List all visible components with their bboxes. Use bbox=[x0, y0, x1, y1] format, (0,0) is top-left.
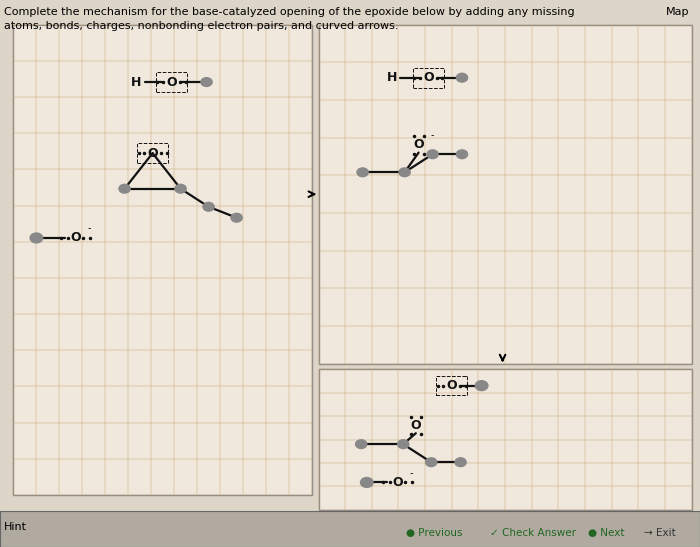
Bar bbox=[436, 376, 467, 395]
Text: O: O bbox=[147, 147, 158, 160]
Text: O: O bbox=[410, 419, 421, 432]
Bar bbox=[0, 511, 700, 547]
Circle shape bbox=[357, 168, 368, 177]
Text: ● Next: ● Next bbox=[588, 528, 624, 538]
Text: ● Previous: ● Previous bbox=[406, 528, 463, 538]
Text: Hint: Hint bbox=[4, 522, 27, 532]
Circle shape bbox=[399, 168, 410, 177]
Bar bbox=[318, 369, 692, 510]
Circle shape bbox=[456, 150, 468, 159]
Text: O: O bbox=[423, 71, 434, 84]
Bar bbox=[318, 25, 692, 364]
Circle shape bbox=[231, 213, 242, 222]
Text: -: - bbox=[410, 468, 413, 478]
Circle shape bbox=[427, 150, 438, 159]
Circle shape bbox=[456, 73, 468, 82]
Circle shape bbox=[360, 478, 373, 487]
Circle shape bbox=[201, 78, 212, 86]
Text: O: O bbox=[446, 379, 457, 392]
Circle shape bbox=[356, 440, 367, 449]
Text: O: O bbox=[392, 476, 403, 489]
Text: Complete the mechanism for the base-catalyzed opening of the epoxide below by ad: Complete the mechanism for the base-cata… bbox=[4, 7, 574, 16]
Text: Map: Map bbox=[666, 7, 690, 16]
Bar bbox=[137, 143, 168, 163]
Circle shape bbox=[119, 184, 130, 193]
Text: O: O bbox=[413, 138, 424, 152]
Circle shape bbox=[398, 440, 409, 449]
Text: O: O bbox=[70, 231, 81, 245]
Circle shape bbox=[203, 202, 214, 211]
Bar bbox=[156, 72, 187, 92]
Text: H: H bbox=[387, 71, 397, 84]
Text: -: - bbox=[88, 223, 91, 233]
Text: atoms, bonds, charges, nonbonding electron pairs, and curved arrows.: atoms, bonds, charges, nonbonding electr… bbox=[4, 21, 398, 31]
Circle shape bbox=[30, 233, 43, 243]
Circle shape bbox=[426, 458, 437, 467]
Text: H: H bbox=[132, 75, 141, 89]
Circle shape bbox=[175, 184, 186, 193]
Bar bbox=[13, 25, 312, 495]
Text: → Exit: → Exit bbox=[644, 528, 676, 538]
Circle shape bbox=[455, 458, 466, 467]
Text: -: - bbox=[431, 130, 434, 140]
Text: -: - bbox=[463, 371, 468, 381]
Text: O: O bbox=[166, 75, 177, 89]
Circle shape bbox=[475, 381, 488, 391]
Text: ✓ Check Answer: ✓ Check Answer bbox=[490, 528, 576, 538]
Bar bbox=[413, 68, 444, 88]
